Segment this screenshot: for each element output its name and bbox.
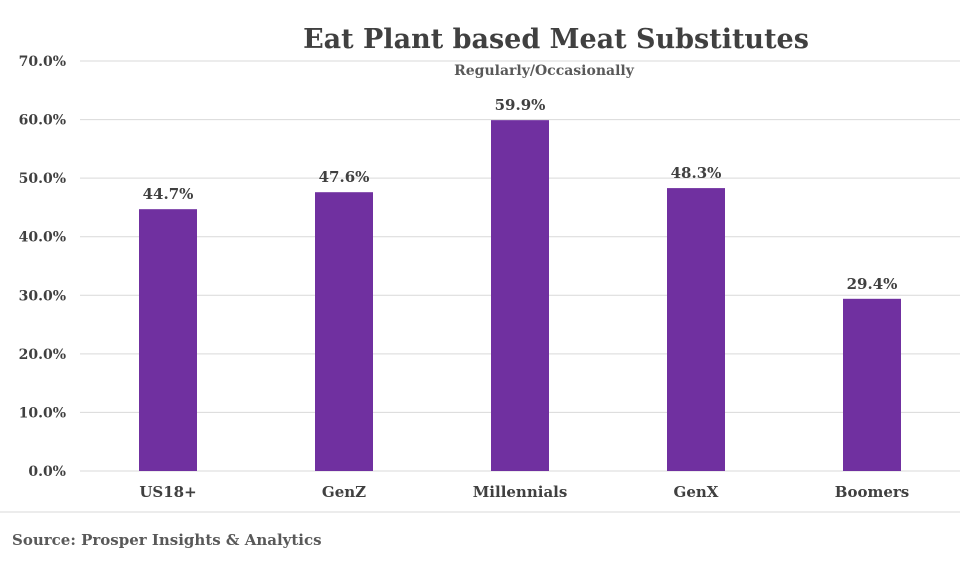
y-tick-label: 20.0% <box>19 347 66 363</box>
x-tick-label: Millennials <box>473 483 568 501</box>
chart-title: Eat Plant based Meat Substitutes <box>303 24 809 55</box>
source-note: Source: Prosper Insights & Analytics <box>12 531 322 549</box>
y-tick-label: 40.0% <box>19 230 66 246</box>
bar <box>139 209 197 471</box>
x-tick-label: GenZ <box>322 483 366 501</box>
data-labels: 44.7% 47.6% 59.9% 48.3% 29.4% <box>143 96 898 293</box>
data-label: 29.4% <box>847 275 898 293</box>
y-tick-label: 50.0% <box>19 171 66 187</box>
x-tick-label: US18+ <box>139 483 196 501</box>
bar <box>843 298 901 471</box>
y-tick-label: 70.0% <box>19 54 66 70</box>
data-label: 44.7% <box>143 185 194 203</box>
data-label: 59.9% <box>495 96 546 114</box>
x-tick-label: Boomers <box>835 483 909 501</box>
y-axis-ticks: 0.0% 10.0% 20.0% 30.0% 40.0% 50.0% 60.0% 70.0% <box>19 54 66 480</box>
chart-subtitle: Regularly/Occasionally <box>454 63 635 79</box>
bar <box>491 120 549 472</box>
bar <box>667 188 725 471</box>
y-tick-label: 30.0% <box>19 288 66 304</box>
x-tick-label: GenX <box>674 483 719 501</box>
data-label: 47.6% <box>319 168 370 186</box>
y-tick-label: 0.0% <box>28 464 66 480</box>
bars <box>139 120 901 472</box>
y-tick-label: 10.0% <box>19 405 66 421</box>
y-tick-label: 60.0% <box>19 113 66 129</box>
data-label: 48.3% <box>671 164 722 182</box>
bar <box>315 192 373 471</box>
x-axis-ticks: US18+ GenZ Millennials GenX Boomers <box>139 483 909 501</box>
